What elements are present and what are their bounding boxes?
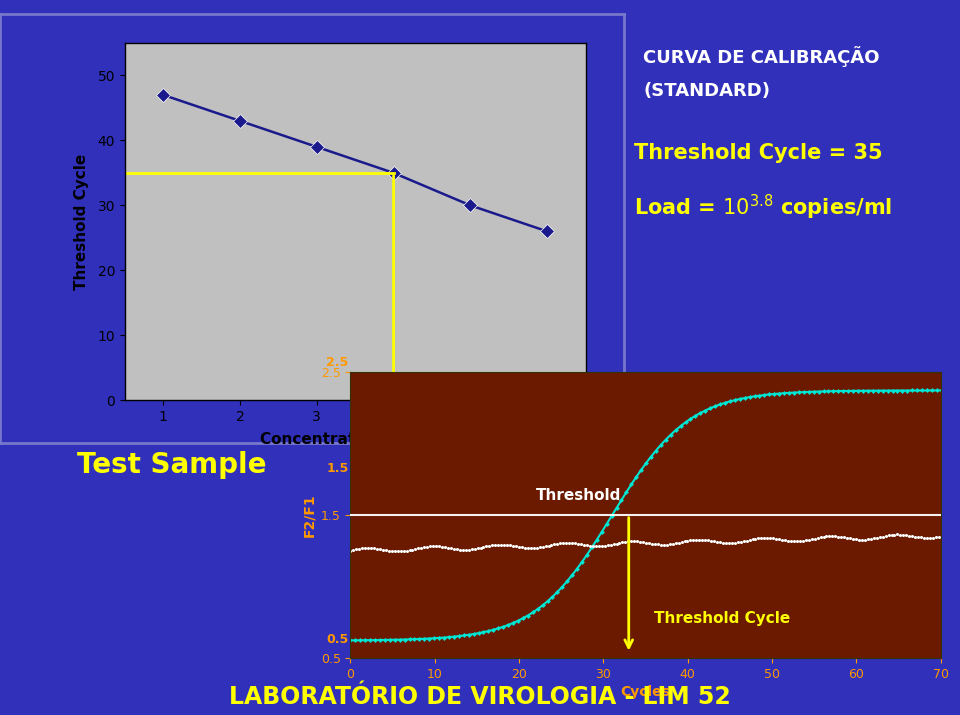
X-axis label: Cycles: Cycles bbox=[621, 685, 670, 699]
Text: LABORATÓRIO DE VIROLOGIA - LIM 52: LABORATÓRIO DE VIROLOGIA - LIM 52 bbox=[229, 685, 731, 709]
Text: Threshold Cycle = 35: Threshold Cycle = 35 bbox=[634, 143, 882, 163]
X-axis label: Concentration   log 10: Concentration log 10 bbox=[260, 433, 450, 448]
Text: Threshold: Threshold bbox=[536, 488, 621, 503]
Text: CURVA DE CALIBRAÇÃO: CURVA DE CALIBRAÇÃO bbox=[643, 46, 879, 67]
Text: 0.5: 0.5 bbox=[326, 633, 348, 646]
Text: (STANDARD): (STANDARD) bbox=[643, 82, 770, 100]
Y-axis label: Threshold Cycle: Threshold Cycle bbox=[74, 154, 89, 290]
Text: Test Sample: Test Sample bbox=[77, 450, 266, 479]
Y-axis label: F2/F1: F2/F1 bbox=[302, 493, 317, 537]
Text: Load = $10^{3.8}$ copies/ml: Load = $10^{3.8}$ copies/ml bbox=[634, 193, 892, 222]
Text: 1.5: 1.5 bbox=[326, 462, 348, 475]
Text: Threshold Cycle: Threshold Cycle bbox=[654, 611, 790, 626]
Text: 2.5: 2.5 bbox=[326, 356, 348, 369]
